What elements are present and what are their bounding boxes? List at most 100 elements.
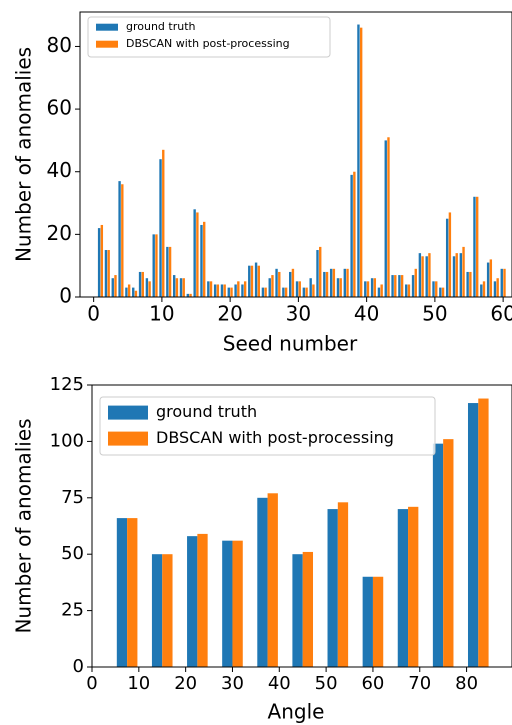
bar bbox=[250, 265, 254, 297]
plot-frame bbox=[91, 384, 512, 668]
bar bbox=[193, 209, 196, 297]
bar bbox=[197, 533, 208, 667]
bar bbox=[216, 284, 220, 297]
bar bbox=[125, 287, 128, 297]
bar bbox=[159, 159, 162, 297]
bar bbox=[116, 518, 128, 667]
bar bbox=[493, 281, 497, 297]
legend-label: ground truth bbox=[126, 20, 196, 33]
bar bbox=[476, 196, 479, 297]
y-axis-label: Number of anomalies bbox=[12, 47, 36, 262]
bar bbox=[327, 509, 338, 667]
x-tick-label: 0 bbox=[86, 673, 97, 694]
bar bbox=[152, 234, 155, 297]
x-tick-label: 40 bbox=[354, 302, 379, 326]
bar bbox=[332, 268, 336, 297]
bar bbox=[462, 246, 465, 297]
x-tick-label: 10 bbox=[127, 673, 150, 694]
bar bbox=[503, 268, 506, 297]
bar bbox=[425, 256, 428, 297]
x-axis-label: Angle bbox=[268, 700, 325, 724]
bar bbox=[271, 275, 274, 297]
bar bbox=[443, 439, 454, 667]
bar bbox=[312, 284, 315, 297]
bar bbox=[439, 287, 442, 297]
bar bbox=[222, 540, 233, 667]
x-axis-label: Seed number bbox=[223, 332, 358, 356]
bar bbox=[336, 278, 340, 297]
x-tick-label: 60 bbox=[361, 673, 384, 694]
y-tick-label: 20 bbox=[47, 221, 72, 245]
x-tick-label: 30 bbox=[286, 302, 311, 326]
bar bbox=[432, 281, 435, 297]
bar bbox=[100, 224, 104, 297]
bar bbox=[232, 540, 243, 667]
y-tick-label: 50 bbox=[61, 543, 84, 564]
y-tick-label: 0 bbox=[73, 656, 84, 677]
bar bbox=[241, 284, 244, 297]
y-axis-label: Number of anomalies bbox=[12, 418, 36, 633]
bar bbox=[353, 171, 356, 297]
bar bbox=[397, 509, 409, 667]
bar bbox=[264, 287, 267, 297]
bar bbox=[405, 284, 408, 297]
bar bbox=[111, 278, 114, 297]
bar bbox=[452, 256, 456, 297]
bar bbox=[196, 212, 199, 297]
bar bbox=[362, 576, 373, 667]
bar bbox=[243, 281, 247, 297]
y-tick-label: 100 bbox=[50, 430, 84, 451]
bar bbox=[97, 228, 101, 297]
chart-panel: 0 25 50 75 100 125 0 10 20 30 40 50 60 70 80 Angle Numbe… bbox=[12, 374, 512, 724]
x-tick-label: 0 bbox=[87, 302, 100, 326]
bar bbox=[261, 287, 265, 297]
bar bbox=[323, 271, 326, 297]
legend-swatch bbox=[108, 431, 148, 446]
bar bbox=[148, 281, 151, 297]
bar bbox=[237, 281, 240, 297]
y-tick-label: 80 bbox=[47, 33, 72, 57]
bar bbox=[346, 268, 349, 297]
bar bbox=[302, 287, 306, 297]
bar bbox=[411, 275, 415, 297]
y-tick-label: 40 bbox=[47, 158, 72, 182]
bar bbox=[291, 268, 295, 297]
y-tick-label: 25 bbox=[61, 600, 84, 621]
y-tick-label: 75 bbox=[61, 487, 84, 508]
bar bbox=[421, 256, 424, 297]
bar bbox=[384, 140, 387, 297]
x-tick-label: 50 bbox=[422, 302, 447, 326]
bar bbox=[114, 275, 117, 297]
bar bbox=[162, 554, 173, 667]
bar bbox=[268, 278, 271, 297]
bar bbox=[445, 218, 449, 297]
bar bbox=[302, 551, 314, 667]
bar bbox=[127, 284, 131, 297]
bar bbox=[428, 253, 431, 297]
bar bbox=[380, 284, 383, 297]
bar bbox=[466, 271, 469, 297]
bar bbox=[267, 493, 278, 667]
bar bbox=[234, 284, 237, 297]
bar bbox=[257, 497, 268, 667]
bar bbox=[289, 271, 292, 297]
bar bbox=[408, 506, 419, 667]
bar bbox=[359, 27, 363, 298]
bar bbox=[284, 287, 288, 297]
bar bbox=[179, 278, 183, 297]
bar bbox=[480, 284, 483, 297]
legend-label: DBSCAN with post-processing bbox=[126, 37, 290, 50]
bar bbox=[151, 554, 163, 667]
bar bbox=[435, 281, 438, 297]
y-tick-label: 125 bbox=[50, 374, 84, 395]
x-tick-label: 40 bbox=[268, 673, 291, 694]
chart-panel: 0 20 40 60 80 0 10 20 30 40 50 60 Seed number Number … bbox=[12, 11, 512, 356]
bar bbox=[400, 275, 404, 297]
bar bbox=[500, 268, 503, 297]
bar bbox=[343, 268, 346, 297]
bar bbox=[189, 293, 192, 297]
bar bbox=[295, 281, 299, 297]
legend-box bbox=[99, 396, 436, 456]
bar bbox=[223, 284, 226, 297]
